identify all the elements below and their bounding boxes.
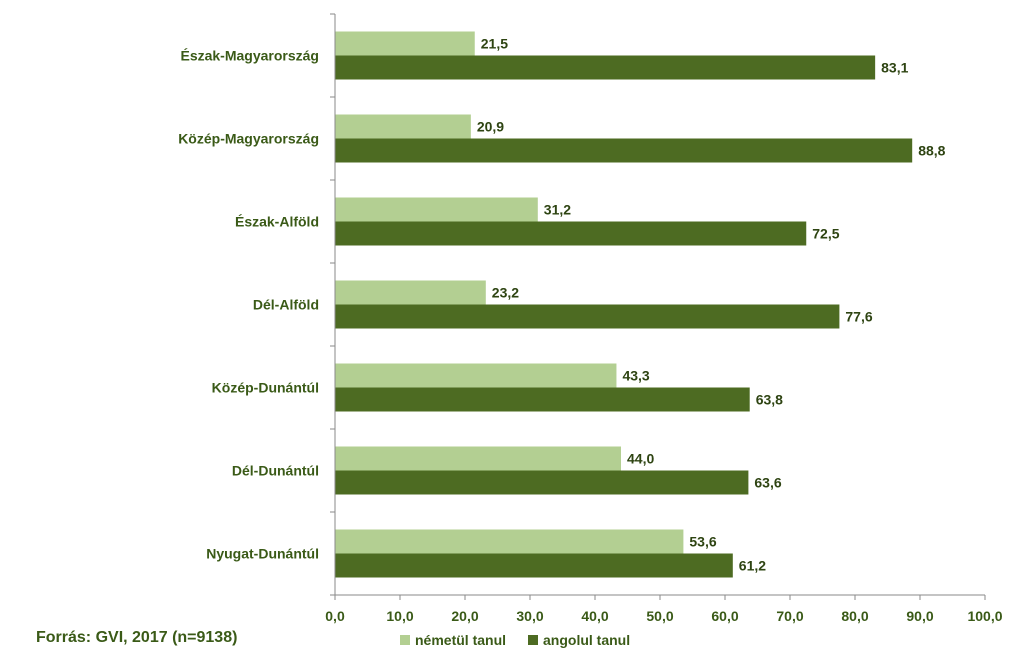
data-label-angol-0: 83,1 — [881, 60, 908, 76]
x-tick-label-5: 50,0 — [646, 608, 673, 624]
data-label-angol-4: 63,8 — [756, 392, 783, 408]
category-label-0: Észak-Magyarország — [180, 48, 319, 64]
data-label-nemet-4: 43,3 — [622, 368, 649, 384]
category-label-2: Észak-Alföld — [235, 214, 319, 230]
bar-nemet-0 — [335, 31, 475, 56]
data-label-nemet-3: 23,2 — [492, 285, 519, 301]
category-label-3: Dél-Alföld — [253, 297, 319, 313]
legend-swatch-angol — [528, 635, 538, 645]
x-tick-label-10: 100,0 — [967, 608, 1002, 624]
legend-label-angol: angolul tanul — [543, 632, 630, 648]
data-label-nemet-5: 44,0 — [627, 451, 654, 467]
data-label-nemet-1: 20,9 — [477, 119, 504, 135]
bar-nemet-3 — [335, 280, 486, 305]
bar-angol-5 — [335, 470, 749, 495]
x-tick-label-6: 60,0 — [711, 608, 738, 624]
x-tick-label-3: 30,0 — [516, 608, 543, 624]
bar-nemet-4 — [335, 363, 617, 388]
bar-nemet-6 — [335, 529, 684, 554]
bar-angol-6 — [335, 553, 733, 578]
category-label-1: Közép-Magyarország — [178, 131, 319, 147]
bar-angol-2 — [335, 221, 807, 246]
bar-angol-1 — [335, 138, 913, 163]
category-label-5: Dél-Dunántúl — [232, 463, 319, 479]
data-label-angol-1: 88,8 — [918, 143, 945, 159]
data-label-angol-2: 72,5 — [812, 226, 839, 242]
data-label-nemet-0: 21,5 — [481, 36, 508, 52]
bar-nemet-5 — [335, 446, 621, 471]
x-tick-label-1: 10,0 — [386, 608, 413, 624]
data-label-nemet-6: 53,6 — [689, 534, 716, 550]
x-tick-label-7: 70,0 — [776, 608, 803, 624]
x-tick-label-2: 20,0 — [451, 608, 478, 624]
bar-angol-3 — [335, 304, 840, 329]
x-tick-label-4: 40,0 — [581, 608, 608, 624]
legend-label-nemet: németül tanul — [415, 632, 506, 648]
data-label-angol-6: 61,2 — [739, 558, 766, 574]
x-tick-label-8: 80,0 — [841, 608, 868, 624]
data-label-angol-3: 77,6 — [845, 309, 872, 325]
x-tick-label-0: 0,0 — [325, 608, 345, 624]
bar-angol-4 — [335, 387, 750, 412]
bar-nemet-2 — [335, 197, 538, 222]
data-label-nemet-2: 31,2 — [544, 202, 571, 218]
category-label-4: Közép-Dunántúl — [212, 380, 319, 396]
bar-angol-0 — [335, 55, 876, 80]
source-note: Forrás: GVI, 2017 (n=9138) — [36, 629, 238, 646]
data-label-angol-5: 63,6 — [754, 475, 781, 491]
bar-nemet-1 — [335, 114, 471, 139]
x-tick-label-9: 90,0 — [906, 608, 933, 624]
category-label-6: Nyugat-Dunántúl — [206, 546, 319, 562]
legend-swatch-nemet — [400, 635, 410, 645]
